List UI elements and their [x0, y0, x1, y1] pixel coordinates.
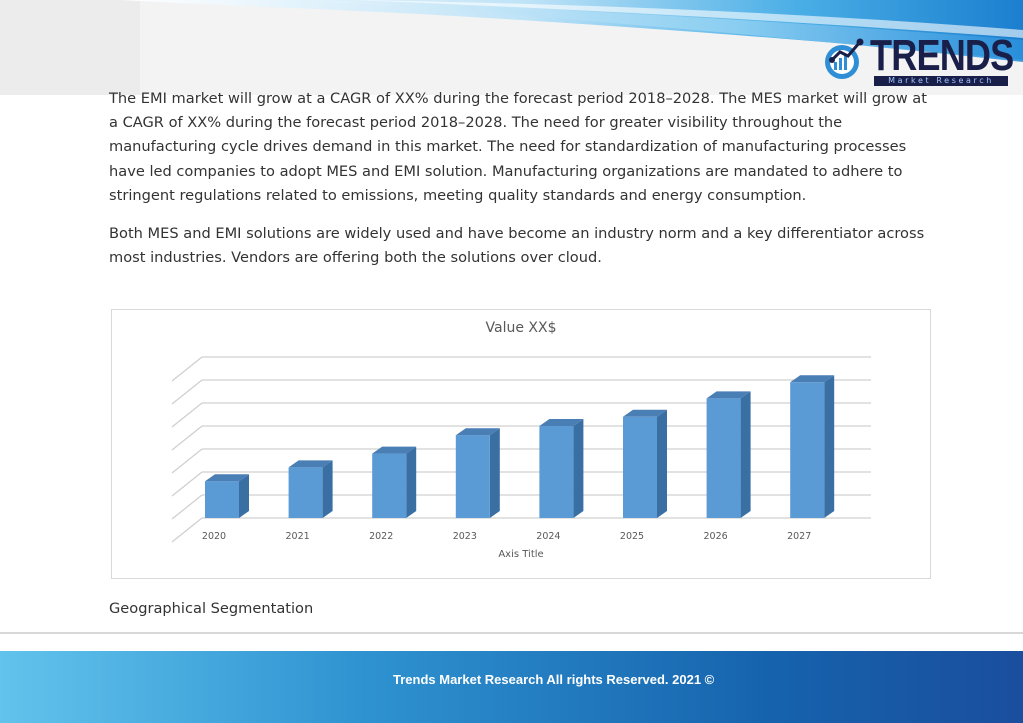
logo-wordmark: TRENDS [870, 31, 1014, 80]
bar-top-2026 [706, 391, 751, 399]
bar-top-2024 [539, 419, 584, 426]
chart-plot-area [171, 356, 871, 543]
bar-side-2026 [740, 391, 751, 518]
market-growth-paragraph: The EMI market will grow at a CAGR of XX… [109, 90, 927, 204]
bar-2023 [455, 435, 490, 518]
x-tick-label: 2023 [452, 531, 477, 542]
x-tick-label: 2025 [619, 531, 645, 542]
trends-logo: TRENDS Market Research [822, 31, 1014, 86]
bar-top-2020 [205, 474, 249, 482]
footer-divider [0, 632, 1023, 634]
bar-2026 [706, 398, 741, 518]
gridline-side [171, 356, 203, 382]
bar-top-2025 [623, 409, 667, 417]
header-banner: TRENDS Market Research [0, 0, 1023, 95]
x-axis-title: Axis Title [498, 549, 544, 560]
x-tick-label: 2021 [285, 531, 310, 542]
x-tick-label: 2024 [536, 531, 561, 542]
bar-2025 [623, 416, 657, 518]
x-tick-label: 2020 [201, 531, 227, 542]
bar-side-2023 [489, 428, 500, 518]
bar-side-2020 [239, 474, 249, 518]
gridline-side [171, 494, 203, 520]
x-tick-label: 2027 [787, 531, 812, 542]
footer-band: Trends Market Research All rights Reserv… [0, 651, 1023, 723]
bar-2027 [790, 382, 825, 518]
gridline-side [171, 379, 203, 405]
gridline-side [171, 425, 203, 451]
gridline-side [171, 402, 203, 428]
logo-tagline: Market Research [874, 76, 1008, 86]
x-tick-label: 2022 [369, 531, 394, 542]
bar-top-2027 [790, 375, 835, 383]
bar-2024 [539, 426, 574, 518]
solutions-paragraph: Both MES and EMI solutions are widely us… [109, 225, 925, 267]
bar-top-2022 [372, 446, 417, 454]
bar-side-2021 [322, 460, 333, 518]
copyright-text: Trends Market Research All rights Reserv… [393, 672, 715, 687]
chart-title: Value XX$ [485, 320, 557, 336]
bar-side-2025 [657, 409, 667, 518]
gridline-side [171, 471, 203, 497]
bar-2020 [205, 481, 239, 518]
bar-top-2023 [455, 428, 500, 436]
gridline-side [171, 517, 203, 543]
bar-chart: Value XX$ 2020 2021 2022 2023 2024 2025 2026 20… [111, 309, 931, 579]
gridline-side [171, 448, 203, 474]
bar-side-2027 [824, 375, 835, 518]
x-tick-label: 2026 [703, 531, 728, 542]
bar-top-2021 [288, 460, 333, 468]
geographical-segmentation-heading: Geographical Segmentation [109, 600, 314, 617]
bar-side-2024 [573, 419, 584, 518]
bar-side-2022 [406, 446, 417, 518]
header-swoosh [0, 0, 1023, 95]
bar-2022 [372, 453, 407, 518]
globe-chart-icon [825, 38, 864, 79]
bar-2021 [288, 467, 323, 518]
